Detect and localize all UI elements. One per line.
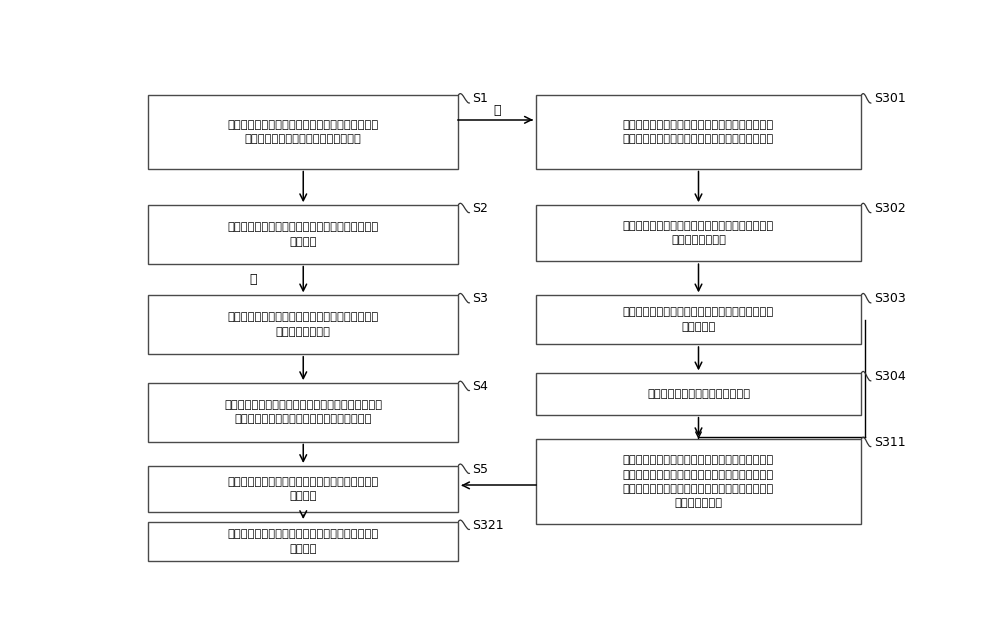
Text: 控制器控制待测产品向后续工位移动，数据库存储
检测记录: 控制器控制待测产品向后续工位移动，数据库存储 检测记录 — [228, 477, 379, 501]
FancyBboxPatch shape — [148, 96, 458, 168]
Text: 控制器控制待测产品向后续工位移动，数据库存储
检测记录: 控制器控制待测产品向后续工位移动，数据库存储 检测记录 — [228, 529, 379, 554]
Text: 当某一状态码对应的模型样本数据库中的样本数量
大于第一预设阈值时，模型建立模块建立与状态码
对应的检测模型并利用模型样本数据库中的样本完
成检测模型训练: 当某一状态码对应的模型样本数据库中的样本数量 大于第一预设阈值时，模型建立模块建… — [623, 455, 774, 508]
Text: 匹配模块基于产品状态码判断产品是否具有对应的
检测模型: 匹配模块基于产品状态码判断产品是否具有对应的 检测模型 — [228, 222, 379, 247]
FancyBboxPatch shape — [536, 373, 861, 415]
Text: S311: S311 — [874, 436, 905, 449]
Text: 控制器控制待测产品到达图像采集工位，图像采集
装置获取待测图像: 控制器控制待测产品到达图像采集工位，图像采集 装置获取待测图像 — [228, 312, 379, 337]
FancyBboxPatch shape — [536, 96, 861, 168]
Text: 检测模块调用对应的检测模型对待测图像进行检测，
若检测合格则将待测产品标记为合格或不合格: 检测模块调用对应的检测模型对待测图像进行检测， 若检测合格则将待测产品标记为合格… — [224, 400, 382, 425]
Text: 模型建立模块将待测图像作为样本存入对应的模型
样本数据库: 模型建立模块将待测图像作为样本存入对应的模型 样本数据库 — [623, 308, 774, 332]
Text: 检测模块将待测产品标记为不合格: 检测模块将待测产品标记为不合格 — [647, 389, 750, 399]
FancyBboxPatch shape — [148, 295, 458, 354]
Text: S5: S5 — [472, 463, 488, 476]
Text: 控制器控制待测产品到达图像采集工位，图像采集
装置获取待测图像: 控制器控制待测产品到达图像采集工位，图像采集 装置获取待测图像 — [623, 221, 774, 246]
Text: S304: S304 — [874, 370, 905, 383]
Text: 控制器控制待测产品到达状态码获取工位，产品信
息获取模块获取待测产品的产品状态码: 控制器控制待测产品到达状态码获取工位，产品信 息获取模块获取待测产品的产品状态码 — [228, 120, 379, 144]
FancyBboxPatch shape — [148, 205, 458, 263]
Text: S301: S301 — [874, 92, 905, 105]
Text: 否: 否 — [493, 104, 501, 117]
Text: S321: S321 — [472, 519, 504, 532]
FancyBboxPatch shape — [148, 466, 458, 512]
Text: S1: S1 — [472, 92, 488, 105]
FancyBboxPatch shape — [148, 383, 458, 442]
Text: S2: S2 — [472, 202, 488, 215]
FancyBboxPatch shape — [536, 295, 861, 344]
Text: 是: 是 — [249, 273, 257, 286]
Text: S3: S3 — [472, 292, 488, 305]
FancyBboxPatch shape — [536, 439, 861, 524]
Text: S303: S303 — [874, 292, 905, 305]
Text: S4: S4 — [472, 380, 488, 393]
FancyBboxPatch shape — [536, 205, 861, 261]
Text: S302: S302 — [874, 202, 905, 215]
Text: 模型建立模块判断是否有待测产品状态码对应的模
型样本数据库，若没有，建立新的模型样本数据库: 模型建立模块判断是否有待测产品状态码对应的模 型样本数据库，若没有，建立新的模型… — [623, 120, 774, 144]
FancyBboxPatch shape — [148, 522, 458, 561]
